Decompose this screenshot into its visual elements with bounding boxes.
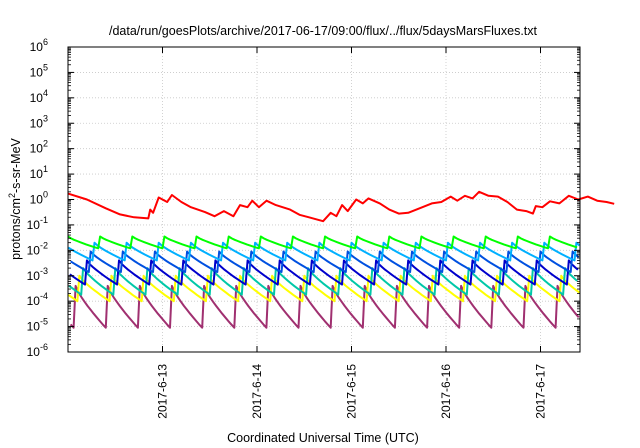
series-line-0: [67, 190, 615, 223]
y-tick-label-exp: -4: [40, 291, 48, 301]
y-tick-label-exp: 4: [43, 88, 48, 98]
y-tick-label: 105: [30, 62, 48, 79]
y-tick-label-base: 10: [30, 167, 44, 181]
y-tick-label-exp: 6: [43, 37, 48, 47]
y-tick-label-base: 10: [27, 243, 41, 257]
y-tick-label-base: 10: [30, 116, 44, 130]
y-tick-label-exp: 2: [43, 139, 48, 149]
y-tick-label-exp: 3: [43, 113, 48, 123]
x-axis-label: Coordinated Universal Time (UTC): [227, 431, 419, 445]
y-tick-label: 101: [30, 164, 48, 181]
y-tick-label-base: 10: [30, 142, 44, 156]
y-tick-label-base: 10: [27, 345, 41, 359]
y-tick-label: 10-6: [27, 342, 48, 359]
y-axis-label: protons/cm2-s-sr-MeV: [7, 137, 23, 259]
y-tick-label-base: 10: [30, 40, 44, 54]
chart-title: /data/run/goesPlots/archive/2017-06-17/0…: [109, 24, 538, 38]
y-tick-label-base: 10: [27, 269, 41, 283]
x-tick-label: 2017-6-15: [345, 364, 359, 419]
y-tick-label-exp: 1: [43, 164, 48, 174]
x-axis: 2017-6-13 2017-6-14 2017-6-15 2017-6-16 2017…: [156, 47, 548, 419]
y-tick-label-base: 10: [27, 320, 41, 334]
series-layer: [67, 190, 615, 329]
y-tick-label-exp: -3: [40, 266, 48, 276]
y-tick-label: 10-5: [27, 317, 48, 334]
y-tick-label-base: 10: [27, 218, 41, 232]
y-tick-label-exp: -6: [40, 342, 48, 352]
y-tick-label: 104: [30, 88, 48, 105]
y-tick-label-base: 10: [30, 193, 44, 207]
y-axis: 10610510410310210110010-110-210-310-410-…: [27, 37, 580, 359]
y-tick-label-base: 10: [30, 65, 44, 79]
y-tick-label: 10-3: [27, 266, 48, 283]
grid-layer: [68, 47, 580, 352]
plot-area: 10610510410310210110010-110-210-310-410-…: [27, 37, 615, 419]
x-tick-label: 2017-6-14: [250, 364, 264, 419]
series-line-6: [67, 274, 581, 303]
y-tick-label: 103: [30, 113, 48, 130]
x-tick-label: 2017-6-16: [439, 364, 453, 419]
series-line-3: [70, 250, 580, 273]
y-tick-label: 10-4: [27, 291, 48, 308]
series-line-7: [69, 284, 580, 329]
y-tick-label: 10-1: [27, 215, 48, 232]
y-tick-label: 10-2: [27, 240, 48, 257]
y-tick-label: 102: [30, 139, 48, 156]
y-axis-label-post: -s-sr-MeV: [9, 137, 23, 193]
y-tick-label-base: 10: [30, 91, 44, 105]
y-axis-label-sup: 2: [7, 193, 17, 198]
y-tick-label-exp: 5: [43, 62, 48, 72]
x-tick-label: 2017-6-17: [534, 364, 548, 419]
y-tick-label-exp: -1: [40, 215, 48, 225]
series-line-1: [67, 235, 578, 250]
y-axis-label-pre: protons/cm: [9, 198, 23, 260]
y-tick-label: 100: [30, 190, 48, 207]
series-line-5: [68, 267, 578, 296]
y-tick-label: 106: [30, 37, 48, 54]
x-tick-label: 2017-6-13: [156, 364, 170, 419]
y-tick-label-base: 10: [27, 294, 41, 308]
y-tick-label-exp: -2: [40, 240, 48, 250]
y-tick-label-exp: -5: [40, 317, 48, 327]
y-tick-label-exp: 0: [43, 190, 48, 200]
